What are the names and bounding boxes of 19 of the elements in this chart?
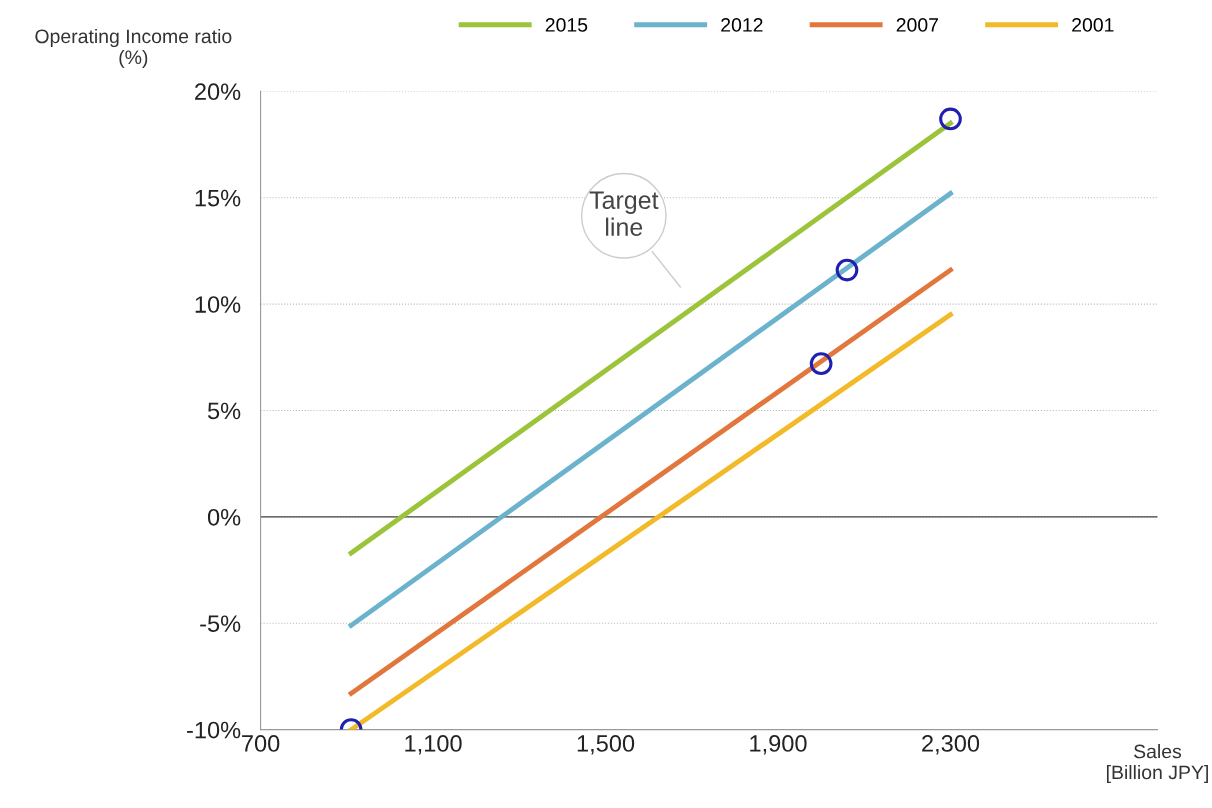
x-tick-label: 1,100 <box>405 735 462 755</box>
y-tick-label: 5% <box>207 402 241 420</box>
x-tick-label: 1,900 <box>750 735 807 755</box>
legend-label: 2001 <box>1072 18 1114 32</box>
x-tick-label: 2,300 <box>922 735 980 755</box>
legend-label: 2015 <box>545 18 588 32</box>
y-tick-label: 10% <box>195 296 241 313</box>
legend-label: 2007 <box>896 18 938 32</box>
y-tick-label: 15% <box>195 189 241 207</box>
annotation: Target line <box>589 191 659 236</box>
y-tick-label: -5% <box>200 615 241 633</box>
x-axis-title: Sales [Billion JPY] <box>1106 744 1208 784</box>
x-tick-label: 1,500 <box>577 735 635 755</box>
legend-label: 2012 <box>721 18 763 32</box>
y-tick-label: 20% <box>195 83 241 101</box>
y-tick-label: -10% <box>187 721 241 739</box>
y-axis-title: Operating Income ratio (%) <box>35 28 232 69</box>
y-tick-label: 0% <box>207 508 241 526</box>
x-tick-label: 700 <box>242 735 280 752</box>
